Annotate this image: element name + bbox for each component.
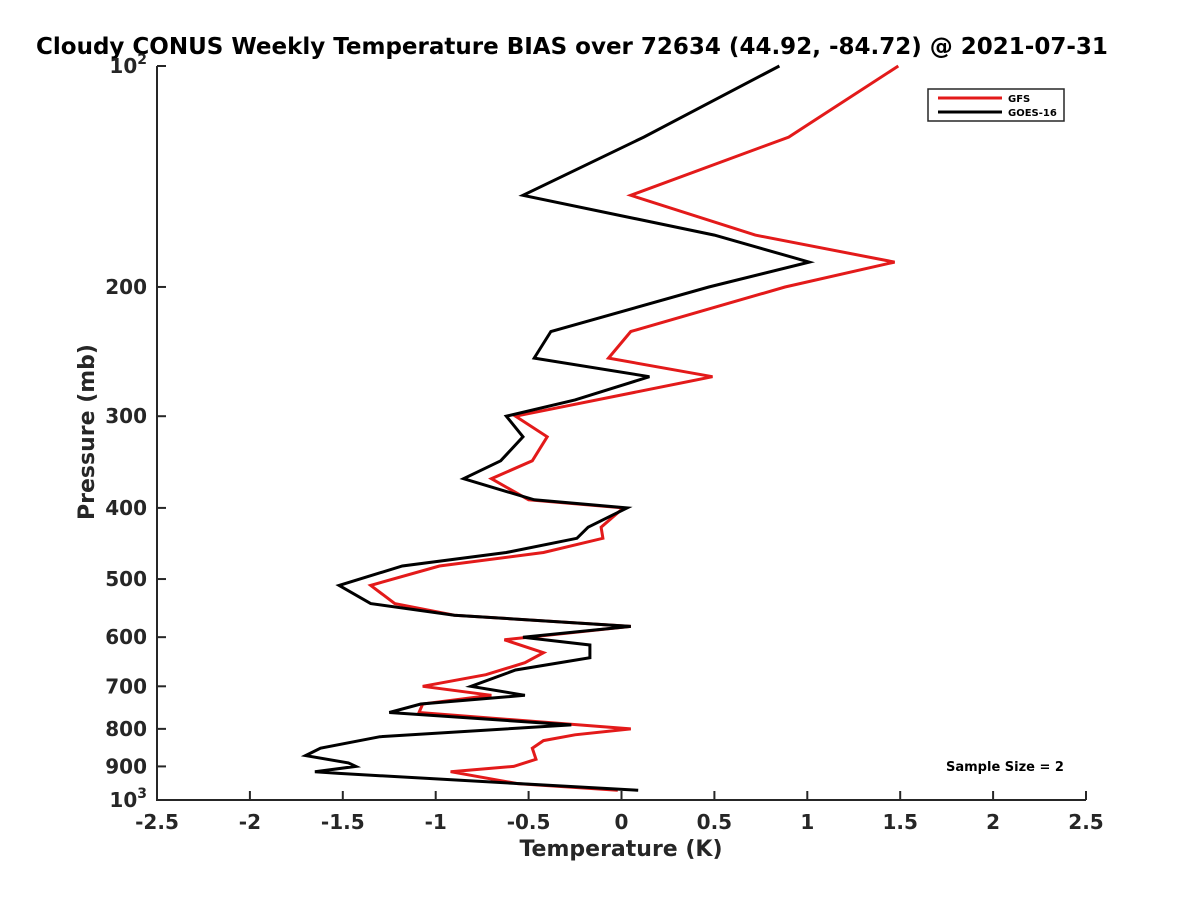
y-tick-label: 400 bbox=[105, 496, 147, 520]
x-tick-label: 1.5 bbox=[882, 810, 917, 834]
y-tick-label: 900 bbox=[105, 754, 147, 778]
legend-label: GFS bbox=[1008, 94, 1030, 105]
legend-box bbox=[927, 88, 1065, 122]
x-axis-ticks: -2.5 -2 -1.5 -1 -0.5 0 0.5 1 1.5 2 2.5 bbox=[135, 791, 1104, 834]
series-line-goes-16 bbox=[300, 64, 816, 792]
chart-title: Cloudy CONUS Weekly Temperature BIAS ove… bbox=[36, 34, 1108, 60]
y-tick-label: 300 bbox=[105, 404, 147, 428]
sample-size-annotation: Sample Size = 2 bbox=[946, 760, 1064, 775]
legend-label: GOES-16 bbox=[1008, 108, 1057, 119]
y-tick-label: 103 bbox=[109, 786, 147, 812]
y-tick-label: 800 bbox=[105, 717, 147, 741]
x-axis-label: Temperature (K) bbox=[519, 837, 722, 862]
series-line-gfs bbox=[367, 64, 900, 792]
x-tick-label: -2 bbox=[239, 810, 261, 834]
x-tick-label: -1.5 bbox=[321, 810, 365, 834]
y-tick-label: 200 bbox=[105, 275, 147, 299]
x-tick-label: 2 bbox=[986, 810, 1000, 834]
legend: GFS GOES-16 bbox=[927, 88, 1065, 122]
x-tick-label: 2.5 bbox=[1068, 810, 1103, 834]
y-tick-label: 600 bbox=[105, 625, 147, 649]
x-tick-label: -2.5 bbox=[135, 810, 179, 834]
x-tick-label: -0.5 bbox=[507, 810, 551, 834]
y-tick-label: 500 bbox=[105, 567, 147, 591]
x-tick-label: -1 bbox=[425, 810, 447, 834]
x-tick-label: 1 bbox=[800, 810, 814, 834]
y-axis-label: Pressure (mb) bbox=[75, 344, 100, 520]
x-tick-label: 0.5 bbox=[697, 810, 732, 834]
y-tick-label: 700 bbox=[105, 674, 147, 698]
plot-lines bbox=[300, 64, 900, 792]
x-tick-label: 0 bbox=[615, 810, 629, 834]
